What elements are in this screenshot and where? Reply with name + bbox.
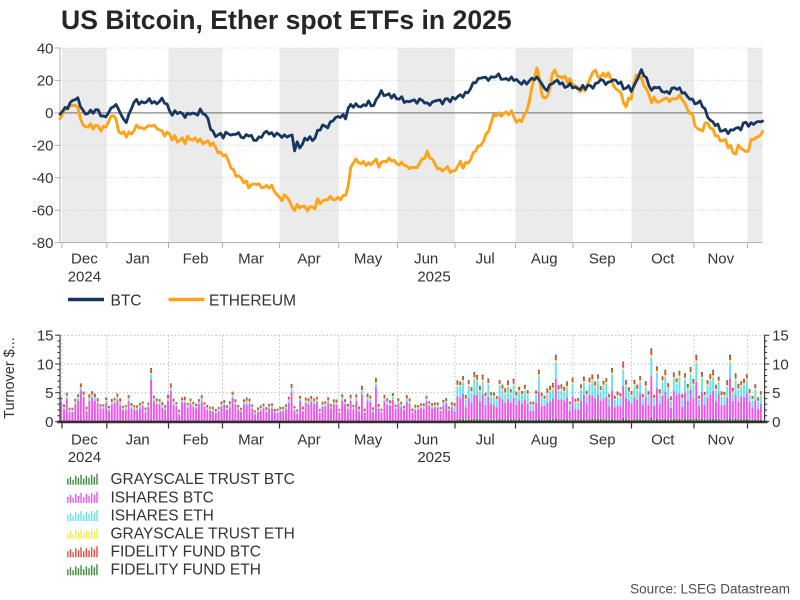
svg-text:ISHARES BTC: ISHARES BTC — [111, 489, 214, 506]
svg-text:Mar: Mar — [238, 432, 264, 449]
svg-text:Mar: Mar — [238, 251, 264, 268]
svg-text:15: 15 — [37, 328, 54, 345]
svg-text:Nov: Nov — [707, 432, 734, 449]
svg-text:Jun: Jun — [414, 432, 438, 449]
svg-text:Turnover $...: Turnover $... — [2, 337, 18, 419]
svg-text:ISHARES ETH: ISHARES ETH — [111, 507, 214, 524]
svg-text:Dec: Dec — [71, 432, 98, 449]
svg-text:2025: 2025 — [417, 449, 450, 466]
svg-text:5: 5 — [772, 385, 780, 402]
svg-text:Jan: Jan — [126, 251, 150, 268]
svg-text:Sep: Sep — [589, 251, 616, 268]
svg-text:-40: -40 — [32, 170, 54, 187]
svg-text:Oct: Oct — [651, 251, 675, 268]
svg-text:Dec: Dec — [71, 251, 98, 268]
svg-text:0: 0 — [45, 414, 53, 431]
svg-text:FIDELITY FUND ETH: FIDELITY FUND ETH — [111, 562, 261, 579]
svg-text:May: May — [354, 251, 383, 268]
svg-text:-80: -80 — [32, 235, 54, 252]
svg-text:2025: 2025 — [417, 269, 450, 286]
svg-text:5: 5 — [45, 385, 53, 402]
svg-text:Aug: Aug — [531, 432, 558, 449]
svg-text:BTC: BTC — [111, 293, 142, 310]
svg-text:FIDELITY FUND BTC: FIDELITY FUND BTC — [111, 544, 261, 561]
svg-text:GRAYSCALE TRUST BTC: GRAYSCALE TRUST BTC — [111, 471, 295, 488]
svg-text:Jul: Jul — [476, 432, 495, 449]
svg-text:Jul: Jul — [476, 251, 495, 268]
svg-text:US Bitcoin, Ether spot ETFs in: US Bitcoin, Ether spot ETFs in 2025 — [61, 5, 512, 35]
svg-text:2024: 2024 — [68, 269, 101, 286]
svg-text:Feb: Feb — [183, 251, 209, 268]
svg-text:15: 15 — [772, 328, 789, 345]
svg-text:20: 20 — [37, 73, 54, 90]
svg-text:GRAYSCALE TRUST ETH: GRAYSCALE TRUST ETH — [111, 526, 295, 543]
svg-text:40: 40 — [37, 40, 54, 57]
svg-text:Apr: Apr — [297, 251, 320, 268]
svg-text:-20: -20 — [32, 138, 54, 155]
svg-text:Apr: Apr — [297, 432, 320, 449]
svg-text:0: 0 — [45, 105, 53, 122]
svg-text:Jun: Jun — [414, 251, 438, 268]
svg-text:10: 10 — [772, 356, 789, 373]
svg-text:Feb: Feb — [183, 432, 209, 449]
svg-text:Sep: Sep — [589, 432, 616, 449]
svg-text:Source: LSEG Datastream: Source: LSEG Datastream — [630, 582, 790, 597]
svg-text:10: 10 — [37, 356, 54, 373]
svg-text:Aug: Aug — [531, 251, 558, 268]
svg-text:Oct: Oct — [651, 432, 675, 449]
svg-text:Jan: Jan — [126, 432, 150, 449]
svg-text:-60: -60 — [32, 203, 54, 220]
svg-text:0: 0 — [772, 414, 780, 431]
svg-text:ETHEREUM: ETHEREUM — [209, 293, 296, 310]
svg-text:2024: 2024 — [68, 449, 101, 466]
svg-text:May: May — [354, 432, 383, 449]
svg-text:Nov: Nov — [707, 251, 734, 268]
